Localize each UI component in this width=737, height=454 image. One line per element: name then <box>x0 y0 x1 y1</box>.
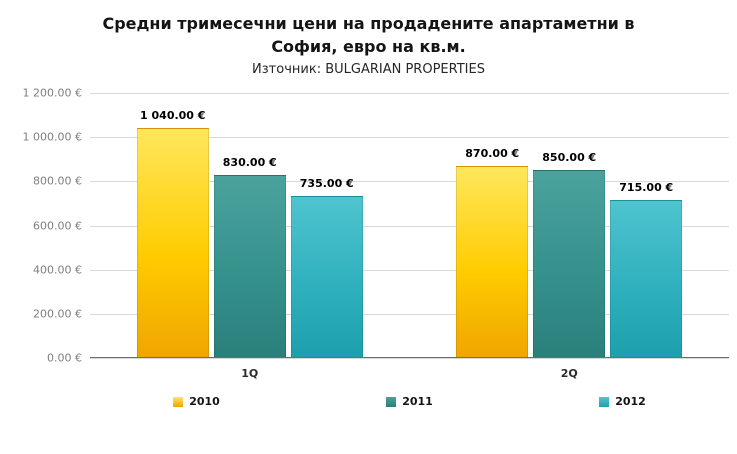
x-axis-line <box>90 357 729 358</box>
gridline <box>90 225 729 227</box>
chart-title: Средни тримесечни цени на продадените ап… <box>0 12 737 58</box>
category-label: 2Q <box>560 367 578 380</box>
y-axis-tick-label: 1 200.00 € <box>22 86 82 100</box>
category-label: 1Q <box>241 367 259 380</box>
y-axis-tick-label: 200.00 € <box>33 307 82 321</box>
bar-2012-2Q <box>610 200 683 358</box>
legend: 2010 2011 2012 <box>90 395 729 408</box>
bar-wrap: 830.00 € <box>213 93 286 358</box>
chart-title-line1: Средни тримесечни цени на продадените ап… <box>102 14 635 33</box>
bar-wrap: 735.00 € <box>290 93 363 358</box>
bar-wrap: 850.00 € <box>533 93 606 358</box>
legend-swatch-icon <box>173 396 184 407</box>
legend-label: 2010 <box>189 395 220 408</box>
gridline <box>90 181 729 183</box>
y-axis-tick-label: 0.00 € <box>47 351 82 365</box>
plot-area: 1 040.00 € 830.00 € 735.00 € 870.00 € 850.00… <box>90 93 729 359</box>
bar-value-label: 735.00 € <box>299 176 354 190</box>
y-axis-tick-label: 1 000.00 € <box>22 130 82 144</box>
bar-wrap: 1 040.00 € <box>136 93 209 358</box>
bar-value-label: 830.00 € <box>222 155 277 169</box>
gridline <box>90 313 729 315</box>
y-axis-tick-label: 800.00 € <box>33 174 82 188</box>
y-axis-tick-label: 600.00 € <box>33 219 82 232</box>
bar-2010-1Q <box>136 128 209 358</box>
chart-title-line2: София, евро на кв.м. <box>271 37 466 56</box>
bar-groups: 1 040.00 € 830.00 € 735.00 € 870.00 € 850.00… <box>90 93 729 358</box>
x-axis-labels: 1Q 2Q <box>90 359 729 380</box>
bar-wrap: 870.00 € <box>456 93 529 358</box>
chart-subtitle: Източник: BULGARIAN PROPERTIES <box>252 62 485 77</box>
legend-item: 2012 <box>599 395 646 408</box>
legend-label: 2012 <box>615 395 646 408</box>
bar-2011-1Q <box>213 174 286 358</box>
legend-swatch-icon <box>386 396 397 407</box>
bar-group: 1 040.00 € 830.00 € 735.00 € <box>90 93 410 358</box>
gridline <box>90 93 729 94</box>
bar-2011-2Q <box>533 170 606 358</box>
legend-label: 2011 <box>402 395 433 408</box>
legend-item: 2010 <box>173 395 220 408</box>
gridline <box>90 358 729 359</box>
bar-2012-1Q <box>290 195 363 358</box>
bar-value-label: 870.00 € <box>465 146 520 160</box>
bar-value-label: 850.00 € <box>542 151 597 165</box>
legend-item: 2011 <box>386 395 433 408</box>
bar-2010-2Q <box>456 165 529 358</box>
y-axis-labels: 1 200.00 € 1 000.00 € 800.00 € 600.00 € 400.… <box>0 87 82 365</box>
bar-value-label: 715.00 € <box>619 181 674 195</box>
bar-value-label: 1 040.00 € <box>140 109 206 123</box>
legend-swatch-icon <box>599 396 610 407</box>
y-axis-tick-label: 400.00 € <box>33 263 82 277</box>
gridline <box>90 269 729 271</box>
bar-wrap: 715.00 € <box>610 93 683 358</box>
bar-group: 870.00 € 850.00 € 715.00 € <box>410 93 730 358</box>
gridline <box>90 137 729 139</box>
